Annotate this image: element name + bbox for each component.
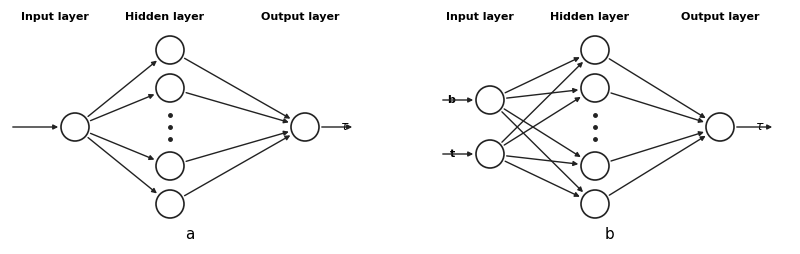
Circle shape <box>581 36 609 64</box>
Circle shape <box>61 113 89 141</box>
Text: t: t <box>450 149 455 159</box>
Circle shape <box>581 190 609 218</box>
Circle shape <box>156 152 184 180</box>
Text: b: b <box>447 95 455 105</box>
Circle shape <box>476 86 504 114</box>
Circle shape <box>476 140 504 168</box>
Text: $\tau$: $\tau$ <box>340 120 350 134</box>
Circle shape <box>156 36 184 64</box>
Circle shape <box>156 190 184 218</box>
Text: Hidden layer: Hidden layer <box>126 12 205 22</box>
Text: Output layer: Output layer <box>261 12 339 22</box>
Text: b: b <box>605 227 615 242</box>
Circle shape <box>156 74 184 102</box>
Text: Input layer: Input layer <box>446 12 514 22</box>
Text: Hidden layer: Hidden layer <box>550 12 630 22</box>
Circle shape <box>581 152 609 180</box>
Text: Input layer: Input layer <box>21 12 89 22</box>
Text: $\tau$: $\tau$ <box>755 120 765 134</box>
Text: a: a <box>186 227 194 242</box>
Text: Output layer: Output layer <box>681 12 759 22</box>
Circle shape <box>706 113 734 141</box>
Circle shape <box>581 74 609 102</box>
Circle shape <box>291 113 319 141</box>
